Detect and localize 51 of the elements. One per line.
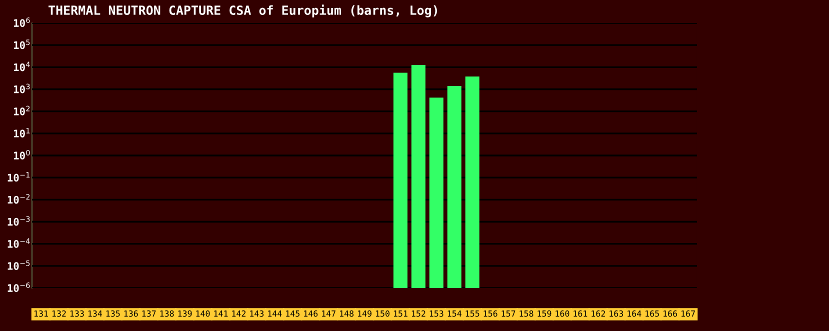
y-tick-label: 10$^{−2}$ — [8, 194, 30, 204]
x-tick-label: 134 — [88, 310, 102, 317]
y-tick-label: 10$^{−5}$ — [8, 260, 30, 270]
x-tick-label: 157 — [502, 310, 516, 317]
x-tick-label: 152 — [412, 310, 426, 317]
x-tick-label: 131 — [34, 310, 48, 317]
x-tick-label: 139 — [178, 310, 192, 317]
y-tick-label: 10$^{1}$ — [14, 128, 30, 138]
x-tick-label: 154 — [448, 310, 462, 317]
x-tick-label: 133 — [70, 310, 84, 317]
x-tick-label: 144 — [268, 310, 282, 317]
chart-title: THERMAL NEUTRON CAPTURE CSA of Europium (barns, Log) — [48, 4, 437, 18]
y-tick-label: 10$^{2}$ — [14, 106, 30, 116]
x-tick-label: 143 — [250, 310, 264, 317]
x-tick-label: 163 — [610, 310, 624, 317]
x-tick-label: 160 — [556, 310, 570, 317]
x-tick-label: 158 — [520, 310, 534, 317]
x-tick-label: 162 — [592, 310, 605, 317]
x-tick-label: 165 — [646, 310, 659, 317]
x-tick-label: 135 — [106, 310, 120, 317]
x-tick-label: 150 — [376, 310, 390, 317]
y-tick-label: 10$^{3}$ — [14, 84, 30, 94]
x-tick-label: 142 — [232, 310, 246, 317]
x-tick-label: 148 — [340, 310, 354, 317]
y-tick-label: 10$^{0}$ — [14, 150, 30, 160]
x-tick-label: 136 — [124, 310, 138, 317]
y-tick-label: 10$^{4}$ — [14, 62, 30, 72]
x-tick-label: 137 — [142, 310, 156, 317]
y-tick-label: 10$^{−3}$ — [8, 216, 30, 226]
x-tick-label: 146 — [304, 310, 318, 317]
y-tick-label: 10$^{−4}$ — [8, 238, 30, 248]
y-tick-label: 10$^{−6}$ — [8, 282, 30, 292]
x-tick-label: 151 — [394, 310, 408, 317]
x-tick-label: 153 — [430, 310, 444, 317]
x-tick-label: 159 — [538, 310, 552, 317]
y-tick-label: 10$^{6}$ — [14, 17, 30, 28]
x-tick-label: 141 — [214, 310, 228, 317]
x-tick-label: 149 — [358, 310, 372, 317]
x-tick-label: 140 — [196, 310, 210, 317]
y-tick-label: 10$^{5}$ — [14, 40, 30, 50]
y-tick-label: 10$^{−1}$ — [8, 172, 30, 182]
x-tick-label: 145 — [286, 310, 300, 317]
x-tick-label: 138 — [160, 310, 174, 317]
x-tick-label: 147 — [322, 310, 336, 317]
x-tick-label: 155 — [466, 310, 480, 317]
x-tick-label: 161 — [574, 310, 588, 317]
x-tick-label: 166 — [664, 310, 678, 317]
x-tick-label: 132 — [52, 310, 66, 317]
x-tick-label: 156 — [484, 310, 498, 317]
x-tick-label: 164 — [628, 310, 642, 317]
x-tick-label: 167 — [681, 310, 695, 317]
